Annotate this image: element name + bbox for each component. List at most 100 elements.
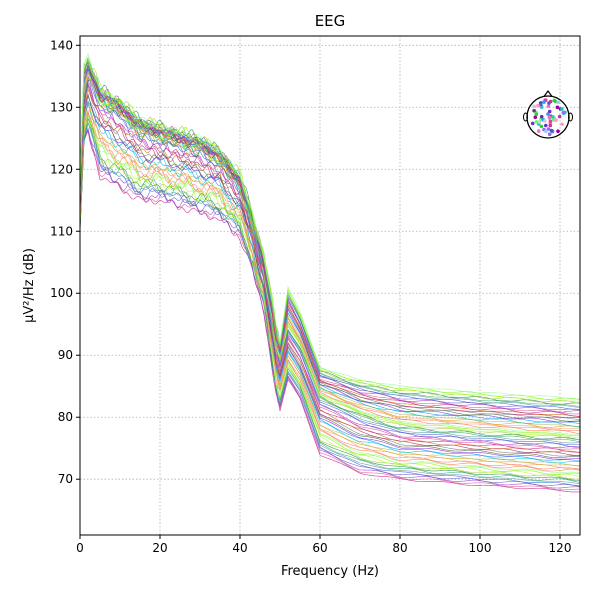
sensor-topomap-icon [523, 89, 573, 139]
sensor-dot [560, 122, 564, 126]
sensor-dot [530, 121, 535, 126]
sensor-dot [555, 105, 560, 110]
series-layer [79, 53, 581, 493]
psd-series-line [79, 53, 580, 400]
psd-series-line [79, 65, 581, 427]
y-tick-label: 70 [58, 472, 73, 486]
psd-series-line [79, 127, 581, 487]
y-tick-label: 120 [50, 162, 73, 176]
psd-series-line [79, 101, 581, 462]
sensor-dot [544, 129, 548, 134]
sensor-dot [534, 120, 539, 124]
sensor-dot [543, 119, 547, 123]
psd-series-line [79, 78, 581, 442]
sensor-dot [546, 104, 551, 108]
sensor-dot [548, 123, 553, 128]
psd-series-line [79, 128, 580, 491]
psd-series-line [79, 60, 580, 415]
psd-series-line [79, 103, 581, 467]
psd-series-line [79, 120, 581, 477]
psd-series-line [79, 56, 581, 410]
x-tick-label: 40 [232, 541, 247, 555]
psd-series-line [79, 85, 581, 456]
x-tick-label: 20 [152, 541, 167, 555]
grid-layer [79, 36, 580, 535]
sensor-dot [547, 132, 552, 136]
axes-layer [79, 35, 581, 536]
psd-series-line [79, 82, 581, 449]
y-tick-label: 130 [50, 100, 73, 114]
sensor-dot [533, 115, 538, 119]
psd-series-line [79, 117, 581, 483]
psd-series-line [79, 88, 581, 453]
sensor-dot [536, 129, 541, 133]
x-axis-label: Frequency (Hz) [281, 564, 379, 579]
sensor-dot [539, 124, 544, 129]
sensor-dot [556, 129, 560, 133]
sensor-dot [557, 114, 562, 119]
psd-series-line [79, 61, 581, 409]
psd-series-line [79, 113, 581, 473]
x-tick-label: 0 [76, 541, 84, 555]
sensor-dot [532, 104, 536, 109]
psd-series-line [79, 72, 581, 430]
psd-series-line [79, 77, 581, 428]
psd-series-line [79, 68, 581, 424]
sensor-dot [536, 103, 540, 108]
sensor-dot [547, 115, 552, 119]
head-ear [568, 112, 573, 122]
psd-series-line [79, 95, 581, 460]
plot-frame [79, 35, 581, 536]
psd-series-line [79, 130, 580, 493]
psd-series-line [79, 58, 581, 400]
sensor-dot [542, 100, 546, 104]
sensor-dot [551, 115, 555, 119]
psd-series-line [79, 62, 581, 405]
sensor-dot [538, 102, 543, 107]
psd-series-line [79, 79, 581, 441]
psd-series-line [79, 63, 581, 422]
psd-series-line [79, 64, 581, 420]
sensor-dot [560, 107, 564, 111]
psd-series-line [79, 109, 581, 471]
y-tick-label: 100 [50, 286, 73, 300]
sensor-dot [537, 120, 542, 124]
sensor-dot [532, 108, 536, 113]
psd-series-line [79, 82, 580, 450]
x-tick-label: 120 [549, 541, 572, 555]
psd-series-line [79, 67, 581, 434]
y-tick-label: 90 [58, 348, 73, 362]
sensor-dot [561, 110, 566, 115]
y-tick-label: 110 [50, 224, 73, 238]
psd-series-line [79, 112, 581, 472]
sensor-dot [552, 98, 557, 103]
psd-series-line [79, 68, 581, 423]
x-tick-label: 100 [469, 541, 492, 555]
x-tick-label: 60 [312, 541, 327, 555]
y-tick-label: 140 [50, 38, 73, 52]
psd-series-line [79, 93, 581, 458]
sensor-dot [539, 114, 544, 119]
sensor-dot [556, 100, 560, 104]
sensor-dot [547, 109, 552, 114]
psd-series-line [79, 63, 581, 404]
y-ticks: 70 80 90 100 110 120 130 140 [50, 38, 80, 486]
psd-series-line [79, 57, 580, 402]
chart-title: EEG [315, 12, 346, 30]
sensor-dot [548, 99, 553, 104]
psd-series-line [79, 61, 580, 417]
y-tick-label: 80 [58, 410, 73, 424]
psd-series-line [79, 72, 580, 440]
sensor-dot [548, 119, 553, 124]
psd-series-line [79, 63, 581, 413]
sensor-dot [551, 118, 555, 122]
y-axis-label: µV²/Hz (dB) [22, 248, 37, 323]
psd-series-line [79, 121, 581, 484]
sensor-dot [546, 127, 551, 131]
x-tick-label: 80 [392, 541, 407, 555]
sensor-dot [554, 118, 558, 122]
psd-series-line [79, 58, 581, 407]
sensor-dot [534, 112, 539, 117]
